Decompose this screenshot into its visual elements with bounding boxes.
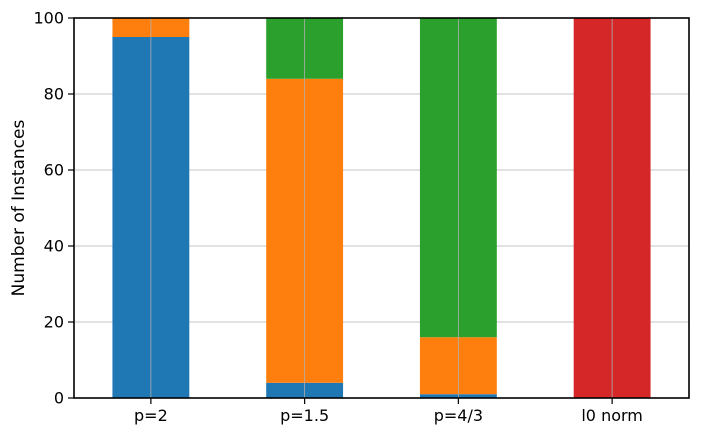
y-tick-label: 60 <box>44 161 64 180</box>
bars-layer <box>112 18 651 398</box>
x-tick-label: p=2 <box>134 406 168 425</box>
vertical-grid-layer <box>150 18 613 398</box>
x-tick-label: p=1.5 <box>280 406 329 425</box>
y-tick-label: 80 <box>44 85 64 104</box>
x-tick-label: l0 norm <box>581 406 643 425</box>
y-tick-label: 40 <box>44 237 64 256</box>
ticks-layer: 0 20 40 60 80 100 p=2 p=1.5 p=4/3 l0 norm <box>33 9 642 426</box>
axes-layer <box>73 17 690 399</box>
plot-frame <box>73 17 690 399</box>
y-tick-label: 0 <box>54 389 64 408</box>
y-tick-label: 100 <box>33 9 64 28</box>
x-tick-label: p=4/3 <box>434 406 483 425</box>
y-tick-label: 20 <box>44 313 64 332</box>
y-axis-title: Number of Instances <box>9 120 29 297</box>
